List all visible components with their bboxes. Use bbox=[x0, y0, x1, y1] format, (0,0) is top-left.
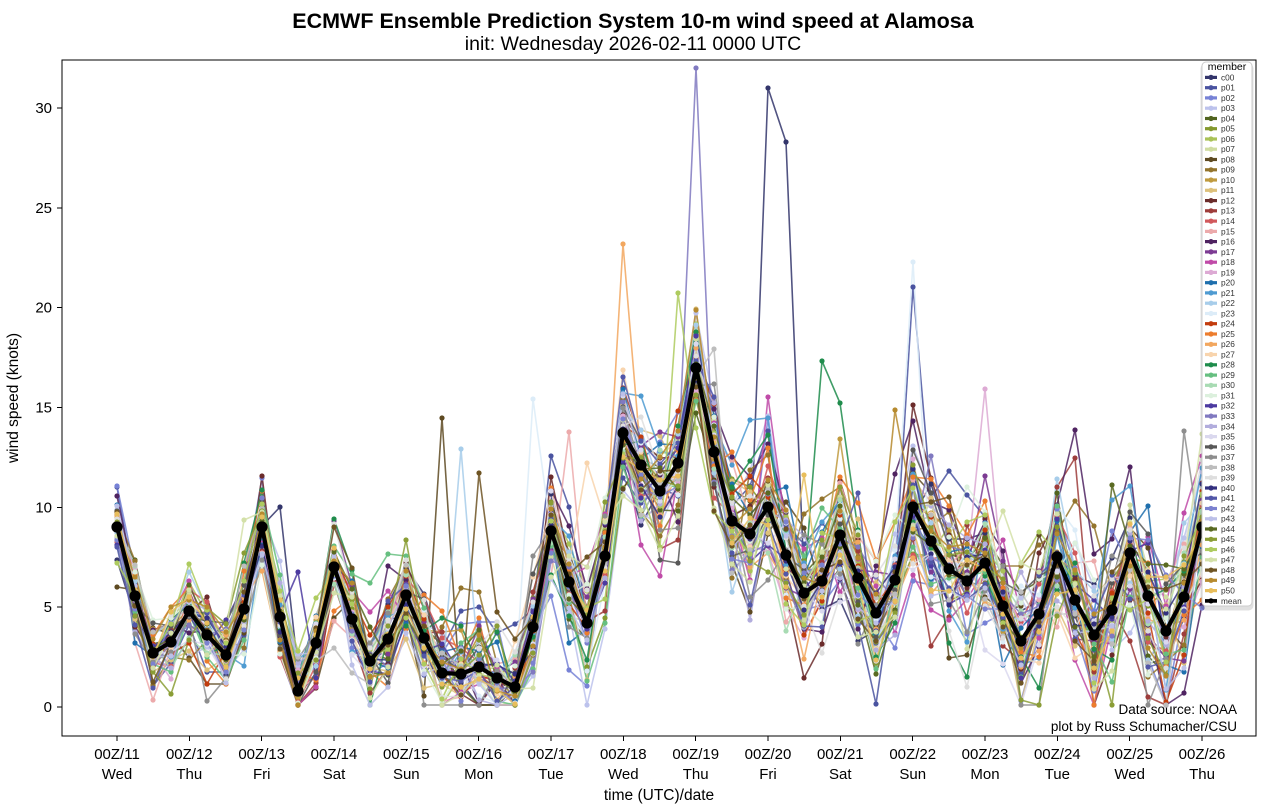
svg-text:p12: p12 bbox=[1221, 196, 1235, 206]
svg-text:10: 10 bbox=[35, 499, 52, 516]
svg-text:Tue: Tue bbox=[538, 766, 563, 783]
svg-text:p26: p26 bbox=[1221, 339, 1235, 349]
svg-text:Tue: Tue bbox=[1045, 766, 1070, 783]
svg-text:p13: p13 bbox=[1221, 206, 1235, 216]
svg-text:00Z/15: 00Z/15 bbox=[383, 746, 430, 763]
svg-text:Sat: Sat bbox=[323, 766, 346, 783]
svg-text:00Z/17: 00Z/17 bbox=[528, 746, 575, 763]
svg-text:p33: p33 bbox=[1221, 411, 1235, 421]
svg-text:p24: p24 bbox=[1221, 319, 1235, 329]
svg-text:p01: p01 bbox=[1221, 83, 1235, 93]
svg-text:00Z/14: 00Z/14 bbox=[311, 746, 358, 763]
svg-text:p07: p07 bbox=[1221, 144, 1235, 154]
svg-text:p17: p17 bbox=[1221, 247, 1235, 257]
svg-text:p29: p29 bbox=[1221, 370, 1235, 380]
svg-text:00Z/20: 00Z/20 bbox=[745, 746, 792, 763]
svg-text:p19: p19 bbox=[1221, 267, 1235, 277]
svg-text:Wed: Wed bbox=[102, 766, 133, 783]
svg-text:Thu: Thu bbox=[176, 766, 202, 783]
svg-text:p49: p49 bbox=[1221, 575, 1235, 585]
svg-text:p15: p15 bbox=[1221, 226, 1235, 236]
svg-text:p23: p23 bbox=[1221, 308, 1235, 318]
svg-text:p43: p43 bbox=[1221, 514, 1235, 524]
svg-text:p06: p06 bbox=[1221, 134, 1235, 144]
svg-text:Sun: Sun bbox=[899, 766, 926, 783]
svg-text:Wed: Wed bbox=[608, 766, 639, 783]
svg-text:Sun: Sun bbox=[393, 766, 420, 783]
svg-text:p25: p25 bbox=[1221, 329, 1235, 339]
svg-text:p20: p20 bbox=[1221, 278, 1235, 288]
svg-text:00Z/23: 00Z/23 bbox=[962, 746, 1009, 763]
svg-text:p41: p41 bbox=[1221, 493, 1235, 503]
svg-text:p22: p22 bbox=[1221, 298, 1235, 308]
svg-text:00Z/24: 00Z/24 bbox=[1034, 746, 1081, 763]
svg-text:p34: p34 bbox=[1221, 421, 1235, 431]
svg-text:p02: p02 bbox=[1221, 93, 1235, 103]
svg-text:p42: p42 bbox=[1221, 503, 1235, 513]
svg-text:p44: p44 bbox=[1221, 524, 1235, 534]
svg-text:p10: p10 bbox=[1221, 175, 1235, 185]
svg-text:00Z/21: 00Z/21 bbox=[817, 746, 864, 763]
svg-text:00Z/12: 00Z/12 bbox=[166, 746, 213, 763]
svg-text:p16: p16 bbox=[1221, 237, 1235, 247]
svg-text:Mon: Mon bbox=[464, 766, 493, 783]
svg-text:p28: p28 bbox=[1221, 360, 1235, 370]
svg-text:Sat: Sat bbox=[829, 766, 852, 783]
svg-text:25: 25 bbox=[35, 200, 52, 217]
svg-text:member: member bbox=[1208, 61, 1247, 73]
svg-text:p11: p11 bbox=[1221, 185, 1235, 195]
svg-text:00Z/13: 00Z/13 bbox=[238, 746, 285, 763]
svg-text:p18: p18 bbox=[1221, 257, 1235, 267]
svg-text:00Z/19: 00Z/19 bbox=[672, 746, 719, 763]
svg-text:00Z/22: 00Z/22 bbox=[889, 746, 936, 763]
svg-text:15: 15 bbox=[35, 400, 52, 417]
svg-text:p48: p48 bbox=[1221, 565, 1235, 575]
svg-text:00Z/16: 00Z/16 bbox=[455, 746, 502, 763]
svg-text:p47: p47 bbox=[1221, 555, 1235, 565]
svg-text:Thu: Thu bbox=[683, 766, 709, 783]
svg-text:p09: p09 bbox=[1221, 165, 1235, 175]
svg-text:p08: p08 bbox=[1221, 154, 1235, 164]
svg-text:p38: p38 bbox=[1221, 462, 1235, 472]
svg-text:Mon: Mon bbox=[970, 766, 999, 783]
svg-text:p30: p30 bbox=[1221, 380, 1235, 390]
svg-text:p45: p45 bbox=[1221, 534, 1235, 544]
svg-text:p37: p37 bbox=[1221, 452, 1235, 462]
svg-text:p03: p03 bbox=[1221, 103, 1235, 113]
svg-text:p36: p36 bbox=[1221, 442, 1235, 452]
svg-text:Fri: Fri bbox=[759, 766, 777, 783]
svg-text:p27: p27 bbox=[1221, 349, 1235, 359]
svg-text:00Z/26: 00Z/26 bbox=[1179, 746, 1226, 763]
svg-text:30: 30 bbox=[35, 100, 52, 117]
svg-text:p05: p05 bbox=[1221, 124, 1235, 134]
svg-text:mean: mean bbox=[1221, 596, 1242, 606]
svg-text:p40: p40 bbox=[1221, 483, 1235, 493]
svg-text:c00: c00 bbox=[1221, 72, 1235, 82]
svg-text:5: 5 bbox=[44, 599, 52, 616]
svg-text:p50: p50 bbox=[1221, 586, 1235, 596]
svg-text:Thu: Thu bbox=[1189, 766, 1215, 783]
svg-text:00Z/18: 00Z/18 bbox=[600, 746, 647, 763]
svg-text:0: 0 bbox=[44, 699, 52, 716]
svg-text:p39: p39 bbox=[1221, 473, 1235, 483]
svg-text:p21: p21 bbox=[1221, 288, 1235, 298]
svg-text:p35: p35 bbox=[1221, 432, 1235, 442]
svg-text:p31: p31 bbox=[1221, 391, 1235, 401]
svg-text:20: 20 bbox=[35, 300, 52, 317]
svg-text:p32: p32 bbox=[1221, 401, 1235, 411]
svg-text:p14: p14 bbox=[1221, 216, 1235, 226]
svg-text:p04: p04 bbox=[1221, 113, 1235, 123]
svg-text:00Z/25: 00Z/25 bbox=[1106, 746, 1153, 763]
svg-text:Fri: Fri bbox=[253, 766, 271, 783]
svg-text:Wed: Wed bbox=[1114, 766, 1145, 783]
svg-text:00Z/11: 00Z/11 bbox=[94, 746, 140, 763]
svg-text:p46: p46 bbox=[1221, 544, 1235, 554]
